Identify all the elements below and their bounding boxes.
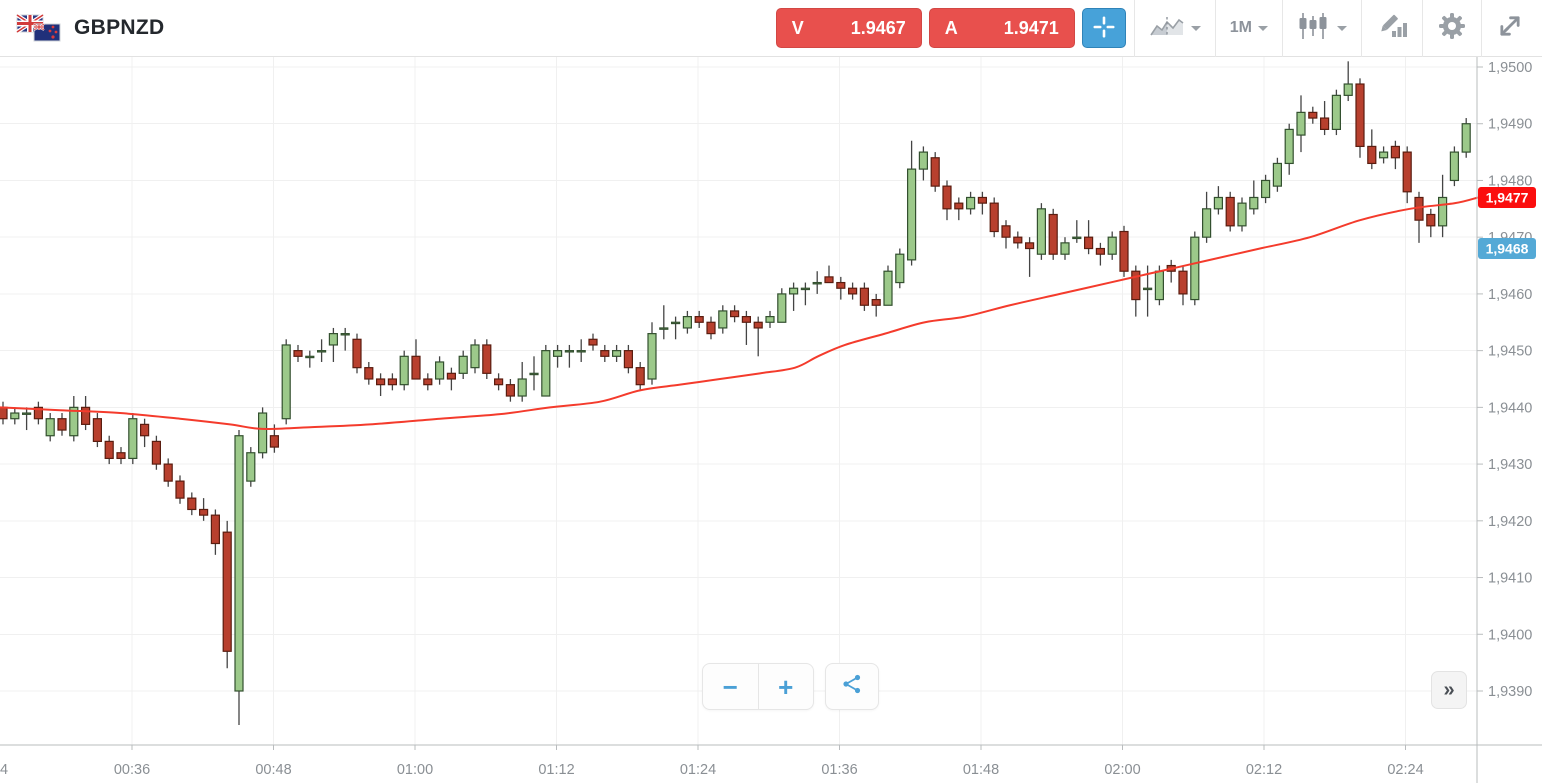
chart-type-button[interactable] — [1133, 0, 1215, 57]
zoom-controls: − + — [702, 663, 814, 710]
collapse-panel-button[interactable]: » — [1431, 671, 1467, 709]
svg-text:1,9468: 1,9468 — [1486, 241, 1529, 257]
price-tick-label: 1,9430 — [1488, 457, 1532, 473]
svg-text:1,9477: 1,9477 — [1486, 189, 1529, 205]
buy-label: A — [944, 17, 958, 38]
buy-price: 1.9471 — [1003, 17, 1059, 38]
gear-icon — [1437, 11, 1467, 46]
price-axis[interactable]: 1,95001,94901,94801,94701,94601,94501,94… — [1477, 60, 1532, 700]
time-tick-label: 00:36 — [114, 762, 150, 778]
time-tick-label: 01:48 — [963, 762, 999, 778]
price-badge: 1,9468 — [1478, 238, 1536, 260]
app-header: GBPNZD V 1.9467 A 1.9471 — [0, 0, 1542, 57]
chevron-down-icon — [1337, 25, 1347, 31]
price-tick-label: 1,9390 — [1488, 684, 1532, 700]
expand-icon — [1496, 12, 1524, 45]
time-axis[interactable]: 00:36 00:48 01:00 01:12 01:24 01:36 01:48 02:00… — [0, 745, 1424, 778]
time-tick-label: 01:12 — [538, 762, 574, 778]
time-tick-label: 02:24 — [1387, 762, 1423, 778]
nz-flag-icon — [33, 23, 61, 42]
chart-style-candles-button[interactable] — [1282, 0, 1361, 57]
price-tick-label: 1,9490 — [1488, 117, 1532, 133]
price-tick-label: 1,9460 — [1488, 287, 1532, 303]
time-tick-label: 02:12 — [1246, 762, 1282, 778]
time-tick-label-clipped: 4 — [0, 762, 8, 778]
time-tick-label: 01:00 — [397, 762, 433, 778]
share-button[interactable] — [825, 663, 879, 710]
settings-button[interactable] — [1422, 0, 1481, 57]
sell-button[interactable]: V 1.9467 — [775, 8, 922, 48]
price-tick-label: 1,9400 — [1488, 627, 1532, 643]
time-tick-label: 00:48 — [255, 762, 291, 778]
axis-lines — [0, 57, 1542, 783]
price-tick-label: 1,9500 — [1488, 60, 1532, 76]
price-tick-label: 1,9410 — [1488, 571, 1532, 587]
sell-price: 1.9467 — [850, 17, 906, 38]
timeframe-button[interactable]: 1M — [1214, 0, 1282, 57]
candlestick-icon — [1297, 11, 1331, 46]
time-tick-label: 01:36 — [821, 762, 857, 778]
crosshair-icon — [1091, 14, 1117, 43]
fullscreen-button[interactable] — [1481, 0, 1542, 57]
zoom-in-button[interactable]: + — [759, 664, 814, 709]
gridlines — [0, 57, 1477, 745]
price-tick-label: 1,9440 — [1488, 400, 1532, 416]
price-tick-label: 1,9420 — [1488, 514, 1532, 530]
chevron-down-icon — [1258, 25, 1268, 31]
chevron-down-icon — [1190, 25, 1201, 31]
share-icon — [841, 673, 863, 700]
draw-icon — [1376, 12, 1408, 45]
sell-label: V — [791, 17, 804, 38]
candles — [0, 61, 1471, 726]
buy-button[interactable]: A 1.9471 — [928, 8, 1075, 48]
price-chart[interactable]: 1,95001,94901,94801,94701,94601,94501,94… — [0, 57, 1542, 783]
time-tick-label: 01:24 — [680, 762, 716, 778]
moving-average-line — [0, 196, 1479, 431]
area-chart-icon — [1149, 13, 1185, 44]
drawing-tools-button[interactable] — [1361, 0, 1422, 57]
price-tick-label: 1,9480 — [1488, 173, 1532, 189]
price-tick-label: 1,9450 — [1488, 344, 1532, 360]
crosshair-button[interactable] — [1081, 8, 1126, 48]
timeframe-label: 1M — [1229, 19, 1252, 36]
price-badge: 1,9477 — [1478, 186, 1536, 208]
time-tick-label: 02:00 — [1104, 762, 1140, 778]
gbp-nzd-flags-icon — [15, 13, 62, 43]
zoom-out-button[interactable]: − — [703, 664, 759, 709]
symbol-title: GBPNZD — [74, 16, 165, 39]
